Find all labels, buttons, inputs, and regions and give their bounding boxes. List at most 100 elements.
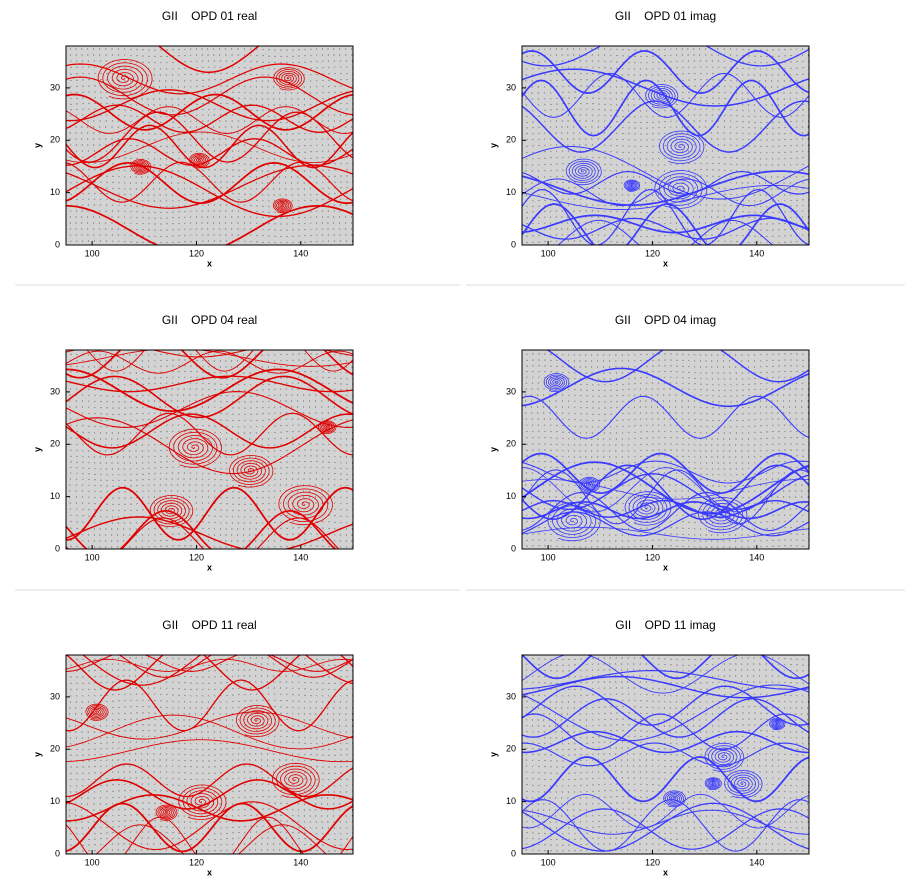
y-tick-label: 10 xyxy=(506,187,516,197)
x-axis-label: x xyxy=(663,258,668,268)
plot-content xyxy=(66,350,353,549)
chart-title: GII OPD 11 real xyxy=(162,618,256,632)
x-tick-label: 120 xyxy=(189,857,204,867)
streamline xyxy=(66,714,353,750)
plot-frame xyxy=(65,654,354,855)
vortex xyxy=(704,742,745,773)
plot-content xyxy=(66,655,353,854)
y-tick-label: 30 xyxy=(50,691,60,701)
streamline xyxy=(66,350,353,367)
streamline xyxy=(66,131,353,163)
plot-frame xyxy=(521,654,810,855)
x-tick-label: 140 xyxy=(749,248,764,258)
vortex xyxy=(97,59,153,100)
plot-frame xyxy=(521,349,810,550)
vortex xyxy=(85,703,109,721)
chart-title: GII OPD 04 imag xyxy=(615,313,716,327)
panel: GII OPD 01 imag 100 120 140 0 10 20 30 x y xyxy=(488,9,810,268)
chart-title: GII OPD 01 imag xyxy=(615,9,716,23)
plot-area xyxy=(66,350,353,549)
streamline xyxy=(66,375,353,393)
panel: GII OPD 04 real 100 120 140 0 10 20 30 x y xyxy=(32,313,354,572)
y-tick-label: 0 xyxy=(55,848,60,858)
vortex xyxy=(578,476,601,493)
streamline xyxy=(66,111,353,163)
streamline xyxy=(522,460,809,484)
y-axis-label: y xyxy=(488,752,498,757)
x-tick-label: 140 xyxy=(293,857,308,867)
streamline xyxy=(522,395,809,439)
plot-frame xyxy=(521,45,810,246)
y-tick-label: 20 xyxy=(506,135,516,145)
y-tick-label: 30 xyxy=(506,691,516,701)
y-axis-label: y xyxy=(488,447,498,452)
x-tick-label: 100 xyxy=(85,552,100,562)
y-tick-label: 10 xyxy=(50,796,60,806)
y-tick-label: 20 xyxy=(506,744,516,754)
panel: GII OPD 11 imag 100 120 140 0 10 20 30 x y xyxy=(488,618,810,877)
vortex xyxy=(235,704,280,737)
streamline xyxy=(522,461,809,515)
x-tick-label: 120 xyxy=(645,552,660,562)
streamline xyxy=(66,391,353,428)
streamline xyxy=(66,802,353,853)
y-axis-label: y xyxy=(488,143,498,148)
vortex xyxy=(271,762,320,798)
streamline xyxy=(66,350,353,374)
streamline xyxy=(66,486,353,541)
plot-area xyxy=(66,655,353,854)
x-axis-label: x xyxy=(207,258,212,268)
streamline xyxy=(66,413,353,449)
vortex xyxy=(663,790,686,808)
streamline xyxy=(522,46,809,67)
y-tick-label: 30 xyxy=(506,386,516,396)
streamline xyxy=(522,214,809,234)
x-tick-label: 100 xyxy=(85,248,100,258)
chart-title: GII OPD 01 real xyxy=(162,9,257,23)
streamline xyxy=(522,79,809,137)
y-tick-label: 20 xyxy=(506,439,516,449)
vortex xyxy=(697,496,748,534)
x-axis-label: x xyxy=(207,562,212,572)
plot-frame xyxy=(65,349,354,550)
x-tick-label: 140 xyxy=(749,552,764,562)
streamline xyxy=(66,375,353,419)
streamline xyxy=(522,467,809,513)
vortex xyxy=(278,485,333,526)
vector-field xyxy=(69,353,353,549)
streamline xyxy=(522,742,809,767)
streamline xyxy=(522,526,809,540)
vortex xyxy=(645,84,679,109)
x-tick-label: 120 xyxy=(645,248,660,258)
streamline xyxy=(66,516,353,549)
vortex xyxy=(724,770,763,799)
streamline xyxy=(522,670,809,690)
streamline xyxy=(66,412,353,456)
streamline xyxy=(522,473,809,511)
y-tick-label: 30 xyxy=(50,386,60,396)
y-tick-label: 0 xyxy=(55,543,60,553)
streamline xyxy=(522,492,809,532)
vortex xyxy=(704,777,722,790)
streamline xyxy=(522,799,809,852)
streamline xyxy=(66,655,353,672)
vortex xyxy=(769,717,786,731)
vortex xyxy=(623,179,641,192)
x-tick-label: 100 xyxy=(541,248,556,258)
y-tick-label: 0 xyxy=(511,239,516,249)
vortex xyxy=(149,494,194,527)
x-tick-label: 100 xyxy=(541,552,556,562)
streamline xyxy=(66,204,353,245)
streamline xyxy=(66,509,337,549)
streamline xyxy=(157,46,260,74)
chart-title: GII OPD 11 imag xyxy=(615,618,715,632)
streamline xyxy=(66,711,353,740)
streamline xyxy=(522,478,809,500)
y-tick-label: 30 xyxy=(50,82,60,92)
streamline xyxy=(522,170,809,206)
y-tick-label: 0 xyxy=(55,239,60,249)
streamline xyxy=(522,756,809,803)
x-tick-label: 100 xyxy=(541,857,556,867)
streamline xyxy=(66,368,353,412)
y-tick-label: 10 xyxy=(50,491,60,501)
